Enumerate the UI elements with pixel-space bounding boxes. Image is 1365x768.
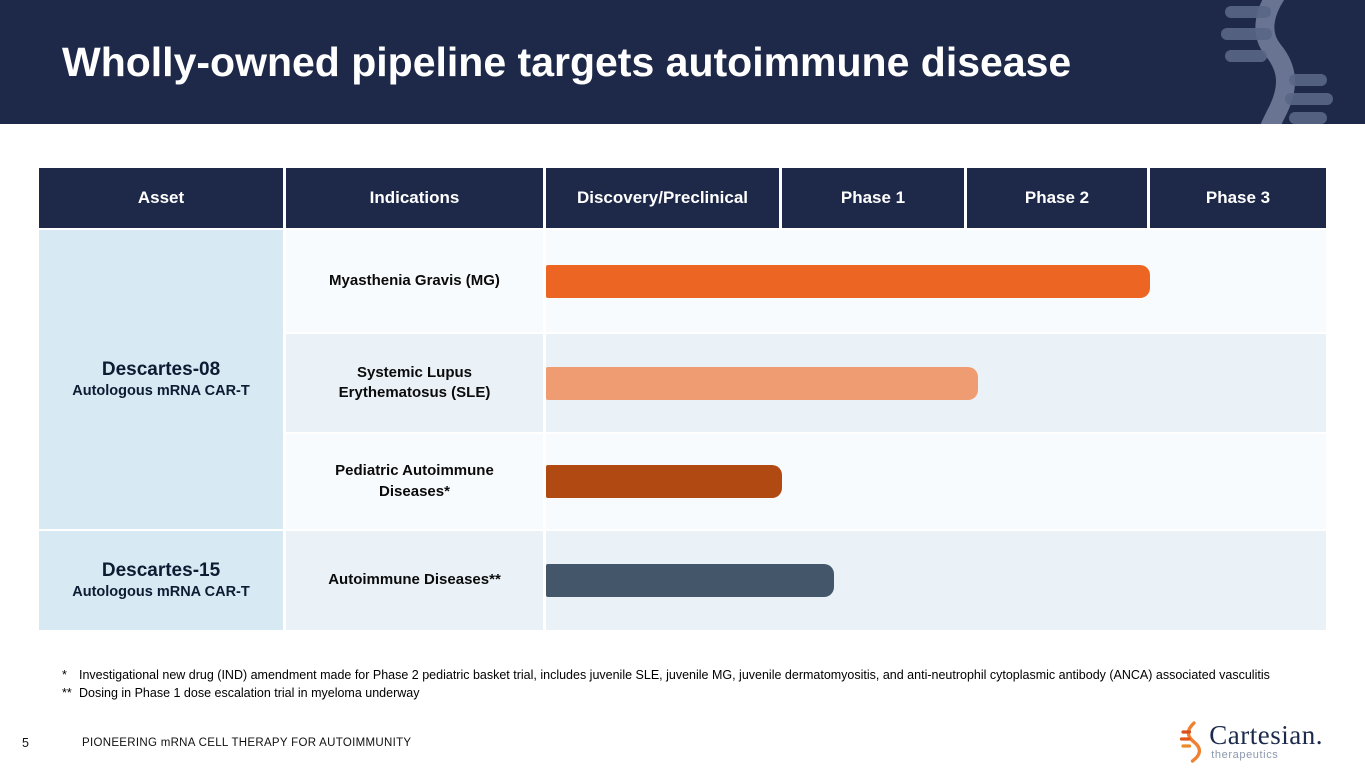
pipeline-table-header-row: Asset Indications Discovery/Preclinical … [39,168,1326,228]
footnotes: * Investigational new drug (IND) amendme… [62,666,1324,702]
page-number: 5 [22,736,29,750]
column-header-phase-3: Phase 3 [1150,168,1326,228]
pipeline-bar-pediatric [546,465,782,498]
asset-column: Descartes-08 Autologous mRNA CAR-T Desca… [39,230,286,630]
timeline-cell [546,334,1326,432]
footnote-text: Dosing in Phase 1 dose escalation trial … [79,686,420,700]
pipeline-bar-mg [546,264,1150,298]
footer-tagline: PIONEERING mRNA CELL THERAPY FOR AUTOIMM… [82,737,412,749]
cartesian-logo: Cartesian. therapeutics [1179,721,1323,763]
indication-label: Autoimmune Diseases** [286,531,546,630]
pipeline-row-pediatric: Pediatric Autoimmune Diseases* [286,432,1326,529]
pipeline-bar-autoimmune [546,564,834,597]
column-header-indications: Indications [286,168,546,228]
footnote-2: ** Dosing in Phase 1 dose escalation tri… [62,684,1324,702]
indication-label: Pediatric Autoimmune Diseases* [286,434,546,529]
asset-subtitle: Autologous mRNA CAR-T [72,382,250,399]
asset-name: Descartes-15 [101,560,221,582]
cartesian-logo-text: Cartesian. therapeutics [1209,720,1323,762]
asset-cell-descartes-15: Descartes-15 Autologous mRNA CAR-T [39,529,283,630]
pipeline-row-autoimmune: Autoimmune Diseases** [286,529,1326,630]
pipeline-rows: Myasthenia Gravis (MG) Systemic Lupus Er… [286,230,1326,630]
footnote-marker: ** [62,686,72,700]
footnote-text: Investigational new drug (IND) amendment… [79,668,1270,682]
column-header-discovery-preclinical: Discovery/Preclinical [546,168,782,228]
pipeline-bar-sle [546,366,978,400]
column-header-asset: Asset [39,168,286,228]
page-title: Wholly-owned pipeline targets autoimmune… [62,38,1072,85]
slide-header-banner: Wholly-owned pipeline targets autoimmune… [0,0,1365,124]
indication-label: Systemic Lupus Erythematosus (SLE) [286,334,546,432]
timeline-cell [546,230,1326,332]
footnote-marker: * [62,668,67,682]
timeline-cell [546,434,1326,529]
timeline-cell [546,531,1326,630]
pipeline-table-body: Descartes-08 Autologous mRNA CAR-T Desca… [39,230,1326,630]
pipeline-table: Asset Indications Discovery/Preclinical … [39,168,1326,630]
logo-sub-name: therapeutics [1211,749,1279,762]
asset-cell-descartes-08: Descartes-08 Autologous mRNA CAR-T [39,230,283,529]
logo-brand-name: Cartesian. [1209,720,1323,750]
column-header-phase-2: Phase 2 [967,168,1150,228]
column-header-phase-1: Phase 1 [782,168,967,228]
pipeline-row-sle: Systemic Lupus Erythematosus (SLE) [286,332,1326,432]
asset-name: Descartes-08 [101,359,221,381]
indication-label: Myasthenia Gravis (MG) [286,230,546,332]
asset-subtitle: Autologous mRNA CAR-T [72,583,250,600]
footnote-1: * Investigational new drug (IND) amendme… [62,666,1324,684]
cartesian-logo-icon [1180,721,1202,763]
dna-strand-icon [1221,0,1333,124]
pipeline-row-mg: Myasthenia Gravis (MG) [286,230,1326,332]
